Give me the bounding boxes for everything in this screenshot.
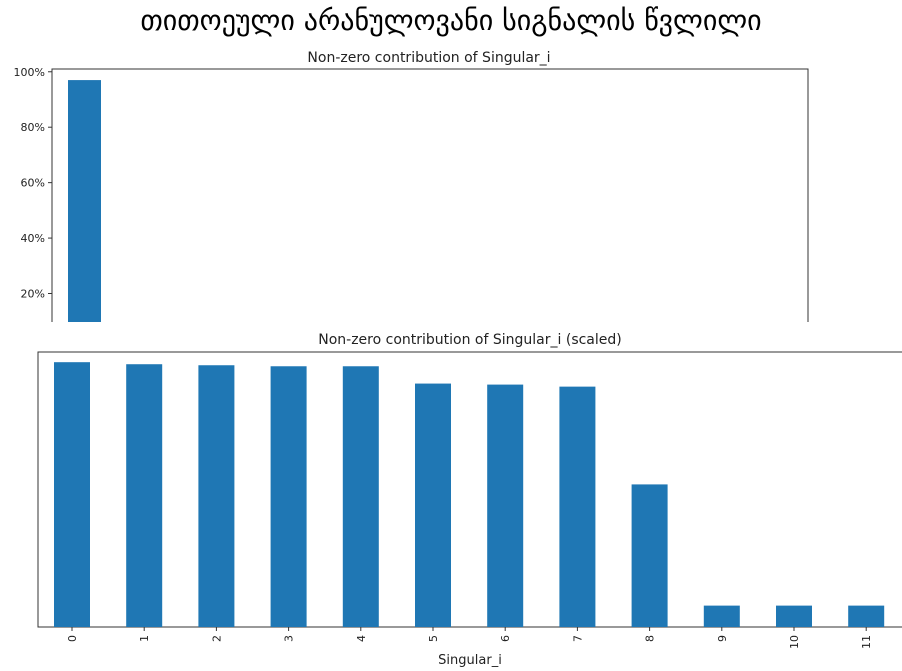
bottom-bar	[342, 366, 379, 627]
bottom-bar	[126, 364, 163, 627]
bottom-xtick-label: 3	[283, 635, 296, 642]
top-ytick-label: 80%	[21, 121, 45, 134]
bottom-bar	[487, 384, 524, 627]
bottom-xtick-label: 6	[499, 635, 512, 642]
top-chart: Non-zero contribution of Singular_i 20% 4…	[0, 50, 902, 326]
bottom-xtick-label: 0	[66, 635, 79, 642]
page-title: თითოეული არანულოვანი სიგნალის წვლილი	[140, 4, 762, 37]
bottom-xtick-label: 5	[427, 635, 440, 642]
bottom-xtick-label: 7	[571, 635, 584, 642]
bottom-xtick-label: 4	[355, 635, 368, 642]
bottom-bar	[270, 366, 307, 627]
top-bar	[68, 80, 101, 324]
bottom-bar	[776, 605, 812, 627]
bottom-bar	[198, 365, 235, 627]
bottom-xtick-label: 9	[716, 635, 729, 642]
bottom-bar	[54, 362, 90, 627]
bottom-chart-plot-bg	[0, 322, 902, 352]
top-ytick-label: 20%	[21, 288, 45, 301]
top-ytick-label: 40%	[21, 232, 45, 245]
bottom-bar	[631, 484, 668, 627]
bottom-xtick-label: 1	[138, 635, 151, 642]
bottom-bar	[415, 383, 451, 627]
top-chart-title: Non-zero contribution of Singular_i	[307, 50, 550, 66]
top-ytick-label: 60%	[21, 177, 45, 190]
bottom-xtick-label: 11	[860, 635, 873, 649]
bottom-chart: Non-zero contribution of Singular_i (sca…	[0, 322, 902, 668]
bottom-bar	[559, 386, 596, 627]
bottom-xtick-label: 2	[210, 635, 223, 642]
bottom-bar	[703, 605, 740, 627]
top-chart-frame	[51, 68, 809, 325]
top-ytick-label: 100%	[14, 66, 45, 79]
bottom-chart-title: Non-zero contribution of Singular_i (sca…	[318, 332, 622, 348]
bottom-xtick-label: 10	[788, 635, 801, 649]
bottom-xtick-label: 8	[644, 635, 657, 642]
bottom-bar	[848, 605, 885, 627]
bottom-chart-xlabel: Singular_i	[438, 653, 502, 668]
bottom-chart-frame	[37, 351, 902, 628]
